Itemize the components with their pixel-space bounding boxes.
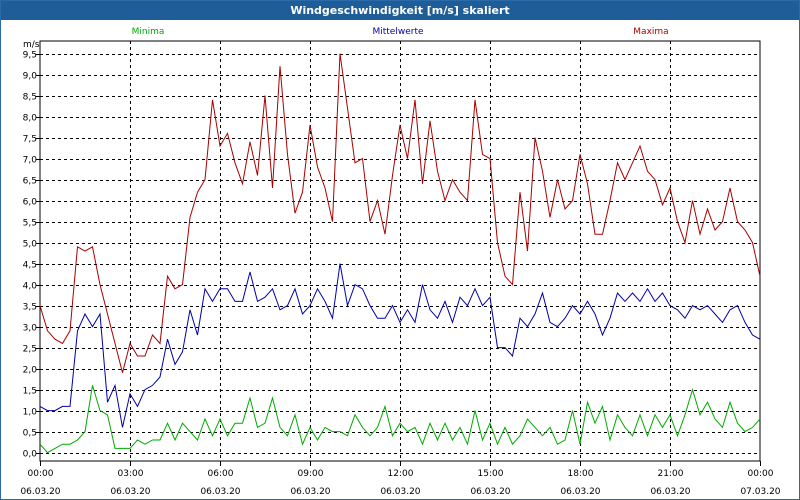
y-tick-label: 9,0 bbox=[23, 72, 38, 82]
y-tick-label: 5,5 bbox=[23, 219, 37, 229]
x-tick-time-label: 12:00 bbox=[388, 469, 414, 479]
y-tick-label: 6,0 bbox=[23, 198, 38, 208]
x-tick-date-label: 06.03.20 bbox=[200, 487, 240, 497]
y-tick-label: 1,0 bbox=[23, 408, 38, 418]
y-tick-label: 3,5 bbox=[23, 303, 37, 313]
x-tick-date-label: 06.03.20 bbox=[470, 487, 510, 497]
x-tick-time-label: 06:00 bbox=[208, 469, 234, 479]
x-tick-time-label: 09:00 bbox=[298, 469, 324, 479]
legend-label-maxima: Maxima bbox=[633, 27, 668, 37]
x-tick-time-label: 18:00 bbox=[568, 469, 594, 479]
window-title: Windgeschwindigkeit [m/s] skaliert bbox=[1, 1, 799, 20]
legend-label-minima: Minima bbox=[132, 27, 165, 37]
y-tick-label: 1,5 bbox=[23, 387, 37, 397]
x-tick-time-label: 03:00 bbox=[118, 469, 144, 479]
series-line-minima bbox=[39, 385, 761, 454]
x-tick-date-label: 06.03.20 bbox=[560, 487, 600, 497]
chart-grid bbox=[40, 41, 760, 461]
x-tick-time-label: 00:00 bbox=[748, 469, 774, 479]
chart-series bbox=[39, 53, 761, 454]
x-tick-date-label: 06.03.20 bbox=[20, 487, 60, 497]
y-tick-label: 8,0 bbox=[23, 114, 38, 124]
y-tick-label: 4,0 bbox=[23, 282, 38, 292]
y-tick-label: 5,0 bbox=[23, 240, 38, 250]
series-line-maxima bbox=[39, 53, 761, 373]
x-tick-date-label: 06.03.20 bbox=[110, 487, 150, 497]
y-tick-label: 8,5 bbox=[23, 93, 37, 103]
x-tick-time-label: 00:00 bbox=[28, 469, 54, 479]
x-tick-time-label: 15:00 bbox=[478, 469, 504, 479]
y-tick-label: 0,5 bbox=[23, 429, 37, 439]
y-tick-label: 0,0 bbox=[23, 450, 38, 460]
x-tick-time-label: 21:00 bbox=[658, 469, 684, 479]
y-tick-label: 7,0 bbox=[23, 156, 38, 166]
chart-legend: Minima Mittelwerte Maxima bbox=[132, 27, 669, 37]
y-tick-label: 2,0 bbox=[23, 366, 38, 376]
chart-axes: 0,0 0,5 1,0 1,5 2,0 2,5 3,0 3,5 4,0 4,5 5,0 5,5 6,0 6… bbox=[20, 40, 780, 497]
x-tick-date-label: 06.03.20 bbox=[380, 487, 420, 497]
legend-label-mittelwerte: Mittelwerte bbox=[372, 27, 423, 37]
y-tick-label: 7,5 bbox=[23, 135, 37, 145]
y-tick-label: 3,0 bbox=[23, 324, 38, 334]
y-tick-label: 9,5 bbox=[23, 51, 37, 61]
x-tick-date-label: 07.03.20 bbox=[740, 487, 780, 497]
x-tick-date-label: 06.03.20 bbox=[290, 487, 330, 497]
wind-speed-chart: 0,0 0,5 1,0 1,5 2,0 2,5 3,0 3,5 4,0 4,5 5,0 5,5 6,0 6… bbox=[20, 27, 780, 497]
y-tick-label: 2,5 bbox=[23, 345, 37, 355]
y-axis-label: m/s bbox=[23, 40, 40, 50]
y-tick-label: 6,5 bbox=[23, 177, 37, 187]
y-tick-label: 4,5 bbox=[23, 261, 37, 271]
x-tick-date-label: 06.03.20 bbox=[650, 487, 690, 497]
series-line-mittelwerte bbox=[39, 263, 761, 428]
